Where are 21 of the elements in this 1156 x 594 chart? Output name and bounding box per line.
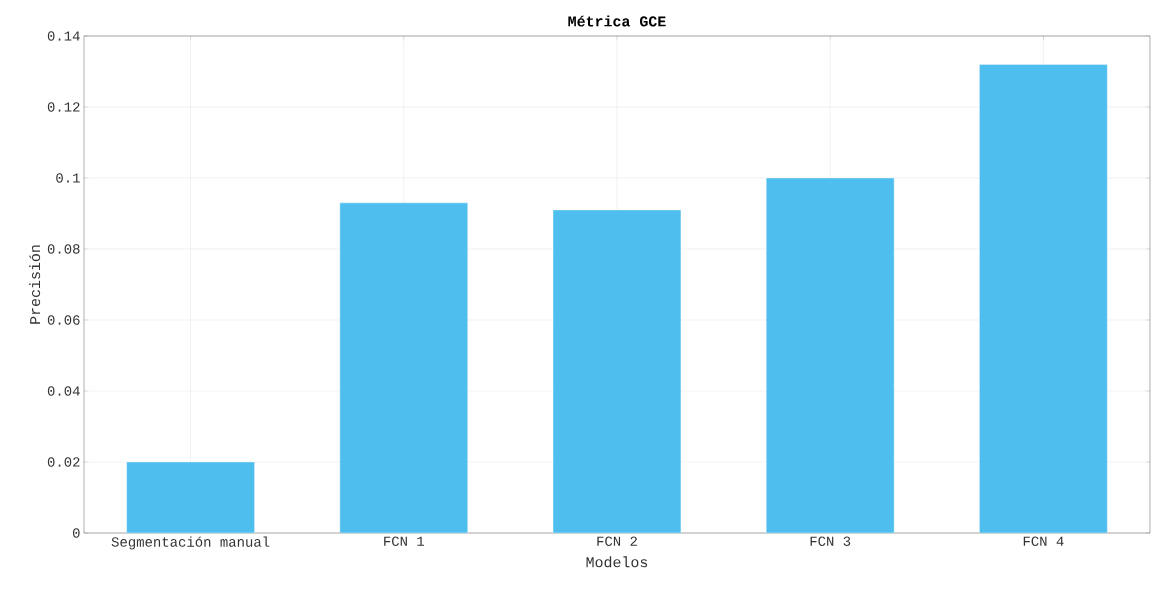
x-axis-title: Modelos xyxy=(586,556,648,568)
y-axis-title: Precisión xyxy=(29,245,41,324)
y-tick-label: 0.04 xyxy=(47,386,80,396)
bar xyxy=(126,461,255,533)
bar xyxy=(339,202,468,533)
x-tick-label: Segmentación manual xyxy=(111,536,270,550)
y-tick-label: 0.02 xyxy=(47,457,80,467)
y-tick-label: 0.14 xyxy=(47,31,80,41)
bar xyxy=(979,64,1108,533)
bar xyxy=(552,209,682,533)
x-tick-label: FCN 3 xyxy=(810,536,851,546)
y-tick-label: 0.12 xyxy=(47,102,80,112)
bar xyxy=(766,177,895,533)
x-tick-label: FCN 4 xyxy=(1023,536,1064,546)
y-tick-label: 0.06 xyxy=(47,315,80,325)
y-tick-label: 0.08 xyxy=(47,244,80,254)
x-tick-label: FCN 1 xyxy=(384,536,425,546)
y-tick-label: 0.1 xyxy=(56,173,80,183)
chart-title: Métrica GCE xyxy=(568,15,666,27)
y-tick-label: 0 xyxy=(72,528,80,538)
x-tick-label: FCN 2 xyxy=(597,536,637,546)
